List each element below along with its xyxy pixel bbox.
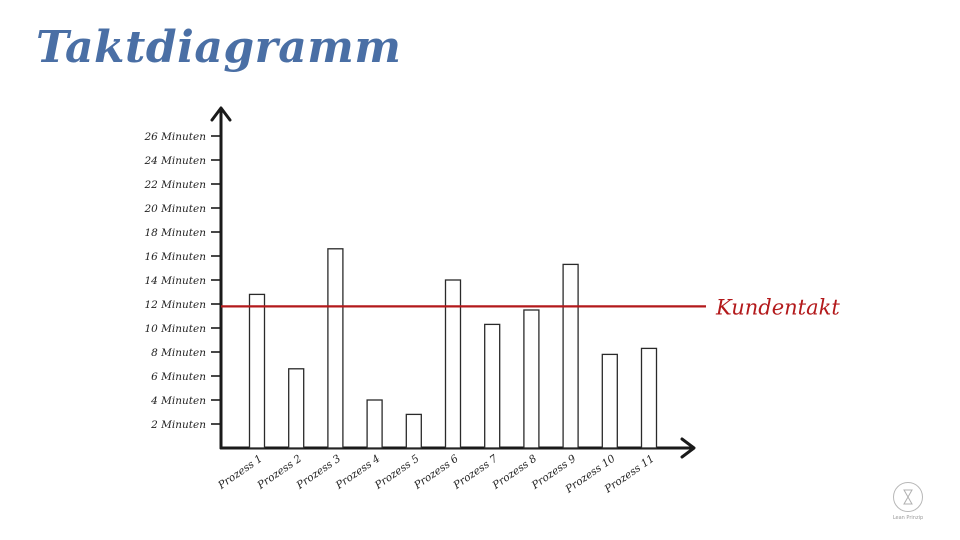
hourglass-logo-icon (893, 482, 923, 512)
y-tick-label: 2 Minuten (150, 419, 206, 431)
bar-series (248, 248, 658, 449)
bar (523, 309, 540, 449)
y-tick-label: 14 Minuten (144, 275, 206, 287)
reference-line-group: Kundentakt (221, 295, 840, 319)
y-tick-label: 10 Minuten (144, 323, 206, 335)
y-tick-label: 26 Minuten (143, 131, 206, 143)
bar (484, 323, 501, 449)
bar (366, 399, 383, 449)
y-tick-label: 4 Minuten (150, 395, 206, 407)
bar (444, 279, 462, 449)
bar (601, 353, 618, 449)
page-title: Taktdiagramm (36, 22, 402, 73)
y-tick-label: 6 Minuten (151, 371, 206, 383)
bar (405, 413, 422, 449)
kundentakt-label: Kundentakt (715, 295, 840, 319)
brand-logo: Lean Prinzip (880, 482, 936, 521)
y-tick-label: 16 Minuten (144, 251, 206, 263)
y-tick-label: 20 Minuten (143, 203, 206, 215)
y-tick-label: 24 Minuten (143, 155, 206, 167)
logo-text: Lean Prinzip (892, 515, 924, 521)
bar (640, 347, 658, 449)
bar (248, 293, 266, 449)
y-axis-ticks: 2 Minuten 4 Minuten 6 Minuten 8 Minuten 10 M… (143, 131, 221, 431)
y-tick-label: 12 Minuten (144, 299, 206, 311)
y-tick-label: 18 Minuten (144, 227, 206, 239)
x-axis-arrow-icon (680, 437, 696, 459)
bar (562, 263, 579, 449)
bar (327, 248, 344, 449)
y-axis-arrow-icon (210, 106, 232, 122)
y-tick-label: 22 Minuten (143, 179, 206, 191)
bar (288, 368, 305, 449)
y-tick-label: 8 Minuten (151, 347, 206, 359)
